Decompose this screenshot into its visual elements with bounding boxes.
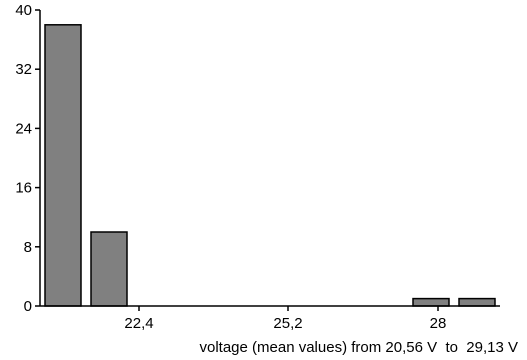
x-tick-label: 25,2 xyxy=(273,315,302,332)
x-ticks: 22,4 25,2 28 xyxy=(124,306,446,332)
bar-10 xyxy=(458,297,496,307)
x-axis-title: voltage (mean values) from 20,56 V to 29… xyxy=(199,339,518,356)
y-ticks: 0 8 16 24 32 40 xyxy=(15,2,40,315)
bar-9 xyxy=(412,297,450,307)
y-tick-label: 24 xyxy=(15,120,32,137)
y-tick-label: 0 xyxy=(24,298,32,315)
y-tick-label: 40 xyxy=(15,2,32,19)
x-tick-label: 22,4 xyxy=(124,315,153,332)
y-tick-label: 16 xyxy=(15,180,32,197)
bars-layer xyxy=(44,24,496,307)
bar-1 xyxy=(44,24,82,307)
bar-2 xyxy=(90,231,128,307)
y-tick-label: 8 xyxy=(24,239,32,256)
axes-layer xyxy=(39,10,500,307)
x-tick-label: 28 xyxy=(430,315,447,332)
y-tick-label: 32 xyxy=(15,61,32,78)
